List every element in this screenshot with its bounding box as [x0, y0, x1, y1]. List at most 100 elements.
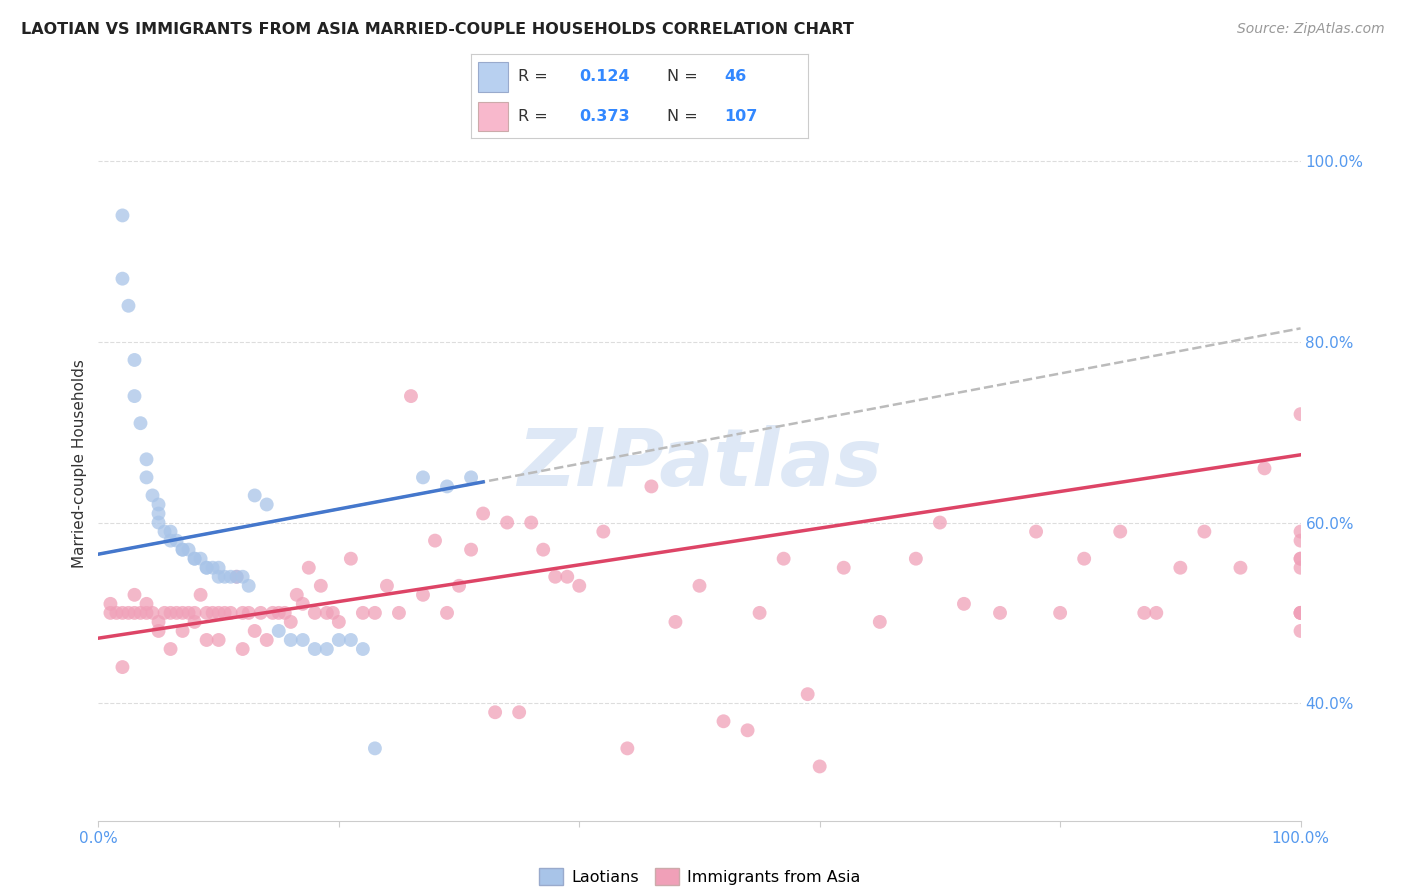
- Point: [111, 209, 134, 223]
- Point: [249, 606, 271, 620]
- Point: [183, 606, 205, 620]
- Point: [340, 551, 363, 566]
- Point: [195, 560, 218, 574]
- Point: [129, 606, 152, 620]
- Point: [796, 687, 818, 701]
- Point: [388, 606, 411, 620]
- Point: [262, 606, 284, 620]
- Point: [304, 606, 326, 620]
- Point: [208, 632, 231, 647]
- Point: [243, 624, 266, 638]
- Text: N =: N =: [666, 109, 697, 124]
- Point: [183, 615, 205, 629]
- Point: [1049, 606, 1071, 620]
- Point: [1289, 606, 1312, 620]
- Point: [832, 560, 855, 574]
- Point: [928, 516, 950, 530]
- Point: [111, 660, 134, 674]
- Point: [1194, 524, 1216, 539]
- Point: [219, 570, 242, 584]
- Point: [953, 597, 976, 611]
- Text: R =: R =: [519, 70, 548, 85]
- Point: [172, 606, 194, 620]
- Point: [544, 570, 567, 584]
- Point: [1289, 533, 1312, 548]
- Point: [232, 570, 254, 584]
- Point: [238, 606, 260, 620]
- Y-axis label: Married-couple Households: Married-couple Households: [72, 359, 87, 568]
- Point: [592, 524, 614, 539]
- Point: [195, 560, 218, 574]
- Point: [267, 606, 290, 620]
- Point: [100, 597, 122, 611]
- Bar: [478, 62, 508, 92]
- Point: [153, 606, 176, 620]
- Text: LAOTIAN VS IMMIGRANTS FROM ASIA MARRIED-COUPLE HOUSEHOLDS CORRELATION CHART: LAOTIAN VS IMMIGRANTS FROM ASIA MARRIED-…: [21, 22, 853, 37]
- Text: 0.373: 0.373: [579, 109, 630, 124]
- Point: [225, 570, 247, 584]
- Point: [460, 470, 482, 484]
- Point: [1144, 606, 1167, 620]
- Point: [124, 588, 146, 602]
- Point: [291, 597, 314, 611]
- Point: [148, 615, 170, 629]
- Point: [412, 588, 434, 602]
- Point: [280, 632, 302, 647]
- Point: [291, 632, 314, 647]
- Point: [153, 524, 176, 539]
- Point: [183, 551, 205, 566]
- Point: [555, 570, 578, 584]
- Point: [1253, 461, 1275, 475]
- Text: 46: 46: [724, 70, 747, 85]
- Point: [304, 642, 326, 657]
- Point: [412, 470, 434, 484]
- Point: [531, 542, 554, 557]
- Point: [436, 479, 458, 493]
- Point: [904, 551, 927, 566]
- Point: [520, 516, 543, 530]
- Point: [484, 705, 506, 719]
- Point: [117, 606, 139, 620]
- Point: [748, 606, 770, 620]
- Point: [177, 542, 200, 557]
- Point: [772, 551, 794, 566]
- Point: [172, 542, 194, 557]
- Point: [285, 588, 308, 602]
- Point: [208, 606, 231, 620]
- Bar: [478, 102, 508, 131]
- Point: [1289, 560, 1312, 574]
- Point: [375, 579, 398, 593]
- Point: [274, 606, 297, 620]
- Text: R =: R =: [519, 109, 548, 124]
- Point: [159, 642, 181, 657]
- Point: [172, 542, 194, 557]
- Point: [190, 551, 212, 566]
- Point: [111, 606, 134, 620]
- Point: [808, 759, 831, 773]
- Point: [309, 579, 332, 593]
- Point: [100, 606, 122, 620]
- Point: [159, 606, 181, 620]
- Point: [1289, 606, 1312, 620]
- Point: [1289, 524, 1312, 539]
- Point: [159, 533, 181, 548]
- Point: [352, 606, 374, 620]
- Point: [1133, 606, 1156, 620]
- Point: [243, 488, 266, 502]
- Point: [315, 606, 337, 620]
- Point: [124, 353, 146, 368]
- Legend: Laotians, Immigrants from Asia: Laotians, Immigrants from Asia: [533, 862, 866, 891]
- Point: [195, 632, 218, 647]
- Point: [1289, 551, 1312, 566]
- Point: [1289, 606, 1312, 620]
- Point: [1289, 551, 1312, 566]
- Point: [177, 606, 200, 620]
- Point: [166, 606, 188, 620]
- Text: 0.124: 0.124: [579, 70, 630, 85]
- Point: [232, 642, 254, 657]
- Point: [238, 579, 260, 593]
- Point: [737, 723, 759, 738]
- Point: [328, 615, 350, 629]
- Point: [129, 416, 152, 430]
- Point: [472, 507, 495, 521]
